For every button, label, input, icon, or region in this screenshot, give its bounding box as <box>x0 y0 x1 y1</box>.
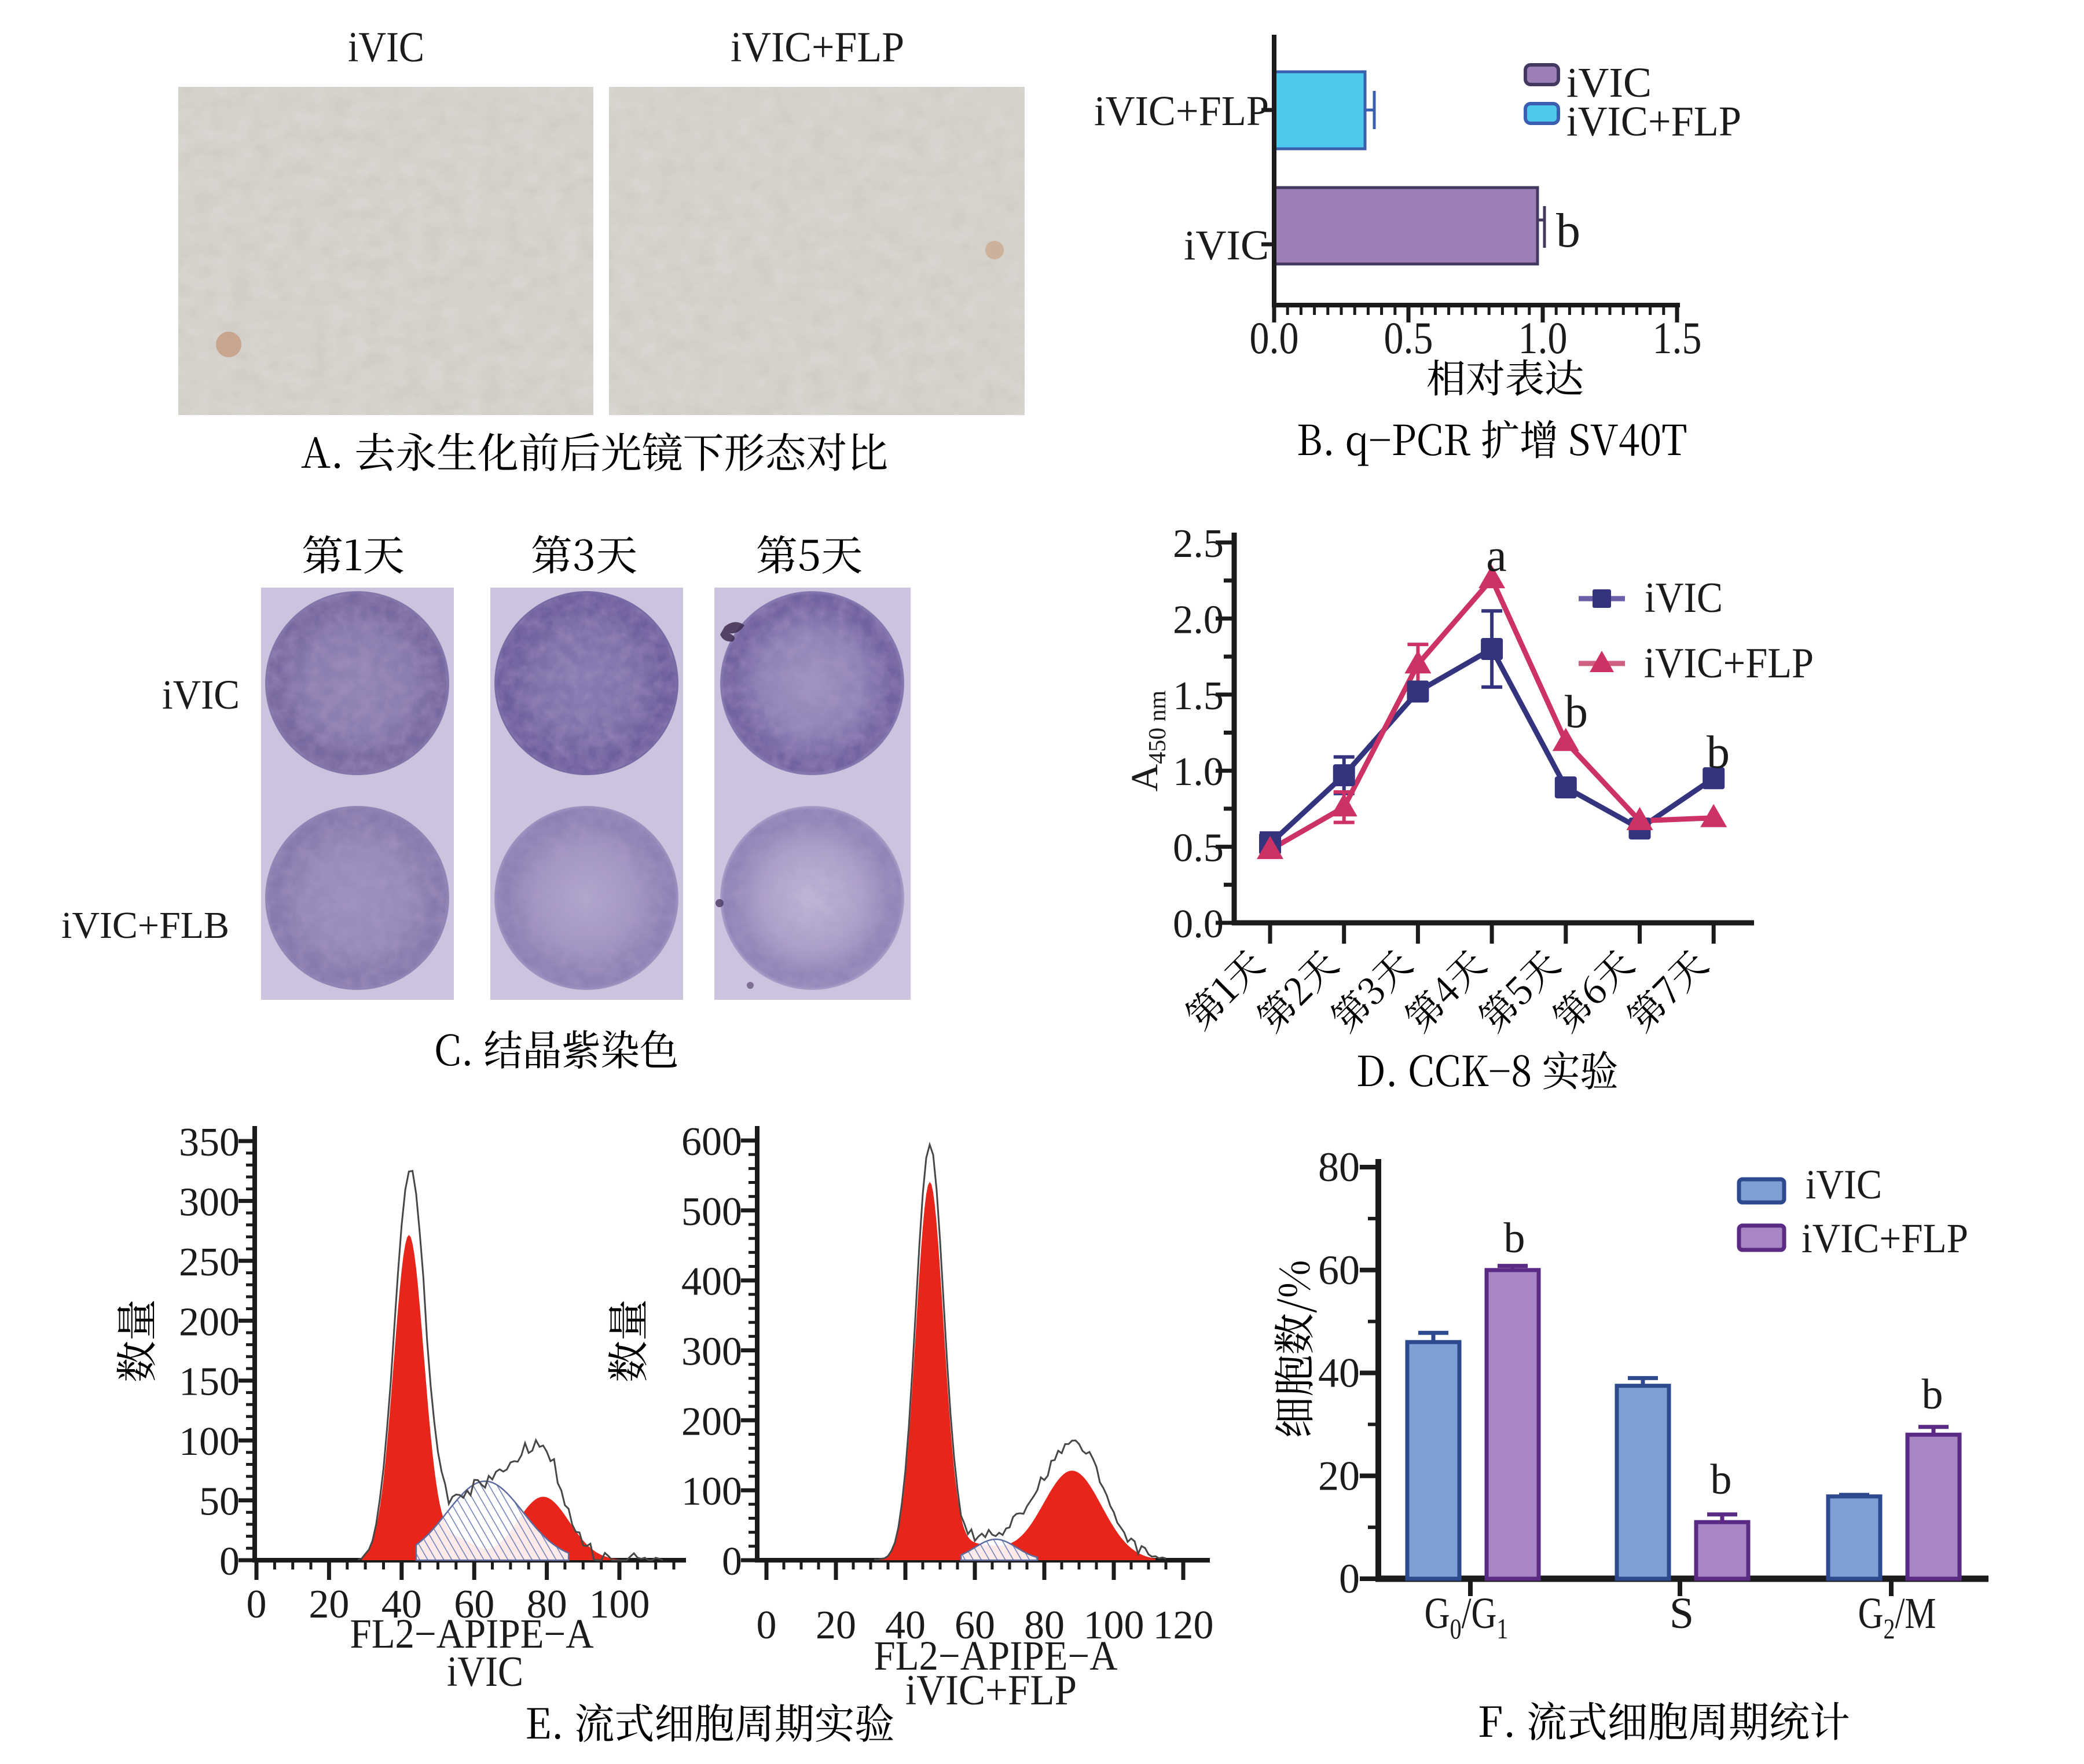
svg-text:20: 20 <box>1318 1453 1360 1499</box>
svg-text:b: b <box>1556 204 1580 258</box>
svg-text:200: 200 <box>179 1300 240 1344</box>
svg-text:0.0: 0.0 <box>1250 313 1299 363</box>
svg-text:1.0: 1.0 <box>1173 750 1224 794</box>
svg-text:1.5: 1.5 <box>1173 674 1224 718</box>
svg-text:iVIC+FLP: iVIC+FLP <box>1644 640 1814 687</box>
svg-text:iVIC+FLP: iVIC+FLP <box>1802 1215 1968 1261</box>
svg-text:iVIC+FLP: iVIC+FLP <box>1566 98 1741 145</box>
svg-text:0.5: 0.5 <box>1384 313 1433 363</box>
svg-text:80: 80 <box>1024 1603 1065 1648</box>
svg-text:80: 80 <box>527 1582 567 1627</box>
svg-text:40: 40 <box>381 1582 422 1627</box>
svg-text:20: 20 <box>816 1603 856 1648</box>
svg-text:iVIC: iVIC <box>162 672 240 718</box>
svg-text:iVIC+FLP: iVIC+FLP <box>1094 87 1269 134</box>
svg-text:0: 0 <box>1339 1556 1360 1602</box>
svg-text:0.5: 0.5 <box>1173 826 1224 871</box>
svg-text:iVIC: iVIC <box>1184 222 1269 269</box>
svg-text:120: 120 <box>1153 1603 1214 1648</box>
svg-text:60: 60 <box>955 1603 995 1648</box>
svg-text:60: 60 <box>1318 1247 1360 1293</box>
svg-text:G2/M: G2/M <box>1858 1589 1936 1645</box>
svg-text:200: 200 <box>681 1399 742 1444</box>
svg-text:iVIC+FLP: iVIC+FLP <box>905 1667 1077 1714</box>
svg-text:100: 100 <box>681 1469 742 1514</box>
svg-text:20: 20 <box>309 1582 349 1627</box>
svg-text:350: 350 <box>179 1120 240 1165</box>
svg-text:2.5: 2.5 <box>1173 522 1224 566</box>
svg-text:b: b <box>1504 1215 1525 1262</box>
svg-text:40: 40 <box>885 1603 926 1648</box>
svg-text:100: 100 <box>589 1582 650 1627</box>
svg-text:0: 0 <box>757 1603 777 1648</box>
svg-text:S: S <box>1670 1589 1694 1638</box>
svg-text:b: b <box>1922 1371 1943 1418</box>
svg-text:b: b <box>1565 687 1588 738</box>
svg-text:50: 50 <box>199 1480 240 1524</box>
svg-text:iVIC: iVIC <box>1645 574 1723 622</box>
svg-text:1.5: 1.5 <box>1653 313 1702 363</box>
svg-text:250: 250 <box>179 1240 240 1285</box>
svg-text:iVIC: iVIC <box>447 1648 523 1696</box>
svg-text:iVIC: iVIC <box>1566 59 1652 106</box>
svg-text:1.0: 1.0 <box>1518 313 1568 363</box>
svg-text:300: 300 <box>179 1180 240 1224</box>
svg-text:0: 0 <box>219 1539 240 1584</box>
svg-text:150: 150 <box>179 1360 240 1404</box>
svg-text:0: 0 <box>722 1539 742 1584</box>
svg-text:iVIC+FLP: iVIC+FLP <box>731 24 904 71</box>
svg-text:300: 300 <box>681 1330 742 1374</box>
svg-text:40: 40 <box>1318 1350 1360 1396</box>
svg-text:80: 80 <box>1318 1144 1360 1190</box>
svg-text:0: 0 <box>247 1582 267 1627</box>
svg-text:100: 100 <box>179 1420 240 1464</box>
svg-text:iVIC: iVIC <box>1806 1161 1882 1208</box>
svg-text:iVIC+FLB: iVIC+FLB <box>61 904 229 947</box>
svg-text:FL2−APIPE−A: FL2−APIPE−A <box>350 1611 594 1657</box>
svg-text:G0/G1: G0/G1 <box>1425 1589 1509 1645</box>
svg-text:b: b <box>1711 1456 1732 1503</box>
svg-text:FL2−APIPE−A: FL2−APIPE−A <box>874 1633 1118 1679</box>
svg-text:600: 600 <box>681 1120 742 1164</box>
svg-text:a: a <box>1486 530 1507 581</box>
svg-text:400: 400 <box>681 1260 742 1304</box>
svg-text:100: 100 <box>1084 1603 1144 1648</box>
svg-text:60: 60 <box>454 1582 494 1627</box>
svg-text:0.0: 0.0 <box>1173 902 1224 947</box>
svg-text:b: b <box>1707 727 1730 778</box>
svg-text:iVIC: iVIC <box>348 24 424 71</box>
svg-text:500: 500 <box>681 1190 742 1234</box>
svg-text:2.0: 2.0 <box>1173 597 1224 642</box>
